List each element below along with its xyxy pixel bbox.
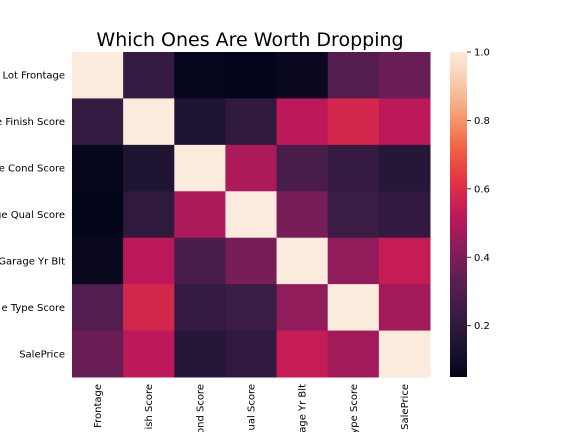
heatmap-cell [174, 98, 226, 146]
heatmap-cell [327, 98, 380, 146]
heatmap-cell [378, 237, 431, 285]
row-tick-label: Garage Yr Blt [0, 256, 65, 267]
heatmap-cell [225, 237, 278, 285]
heatmap-cell [276, 191, 329, 239]
heatmap-cells [72, 52, 431, 378]
heatmap-cell [225, 98, 278, 146]
heatmap-cell [72, 237, 124, 285]
heatmap-cell [276, 144, 329, 192]
heatmap-cell [378, 52, 431, 99]
heatmap-cell [378, 98, 431, 146]
heatmap-cell [174, 191, 226, 239]
heatmap-cell [123, 144, 175, 192]
row-tick-label: e Finish Score [0, 117, 65, 128]
heatmap-cell [225, 284, 278, 332]
heatmap-cell [123, 52, 175, 99]
colorbar-tick-label: 0.6 [474, 184, 490, 195]
heatmap-cell [174, 330, 226, 378]
heatmap-cell [276, 237, 329, 285]
heatmap-cell [174, 144, 226, 192]
heatmap-cell [123, 284, 175, 332]
heatmap-cell [327, 284, 380, 332]
column-tick-label: age Yr Blt [298, 384, 309, 432]
colorbar-tick-label: 0.8 [474, 116, 490, 127]
column-tick-label: ish Score [144, 384, 155, 430]
heatmap-cell [276, 284, 329, 332]
column-tick-label: SalePrice [400, 384, 411, 430]
heatmap-cell [174, 52, 226, 99]
heatmap-cell [276, 330, 329, 378]
heatmap-cell [327, 144, 380, 192]
row-tick-label: Lot Frontage [2, 71, 65, 82]
heatmap-cell [72, 191, 124, 239]
column-labels: Frontage ish Score ond Score ual Score age Y… [93, 384, 411, 432]
heatmap-cell [276, 98, 329, 146]
column-tick-label: ype Score [349, 384, 360, 432]
row-tick-label: ge Qual Score [0, 210, 65, 221]
colorbar-tick-label: 0.2 [474, 321, 490, 332]
heatmap-cell [174, 284, 226, 332]
heatmap-cell [378, 191, 431, 239]
heatmap-cell [123, 191, 175, 239]
row-tick-label: e Type Score [2, 303, 66, 314]
colorbar-tick-label: 1.0 [474, 48, 490, 59]
chart-title: Which Ones Are Worth Dropping [96, 29, 403, 51]
heatmap-cell [123, 98, 175, 146]
heatmap-cell [276, 52, 329, 99]
heatmap-cell [378, 144, 431, 192]
heatmap-cell [72, 330, 124, 378]
row-tick-label: SalePrice [19, 349, 65, 360]
column-tick-label: ual Score [247, 384, 258, 430]
heatmap-cell [225, 330, 278, 378]
heatmap-cell [327, 191, 380, 239]
heatmap-cell [327, 237, 380, 285]
heatmap-cell [378, 330, 431, 378]
heatmap-cell [327, 330, 380, 378]
heatmap-cell [225, 191, 278, 239]
heatmap-cell [174, 237, 226, 285]
row-labels: Lot Frontage e Finish Score e Cond Score ge… [0, 71, 65, 361]
column-tick-label: Frontage [93, 384, 104, 428]
heatmap-cell [72, 98, 124, 146]
heatmap-cell [123, 237, 175, 285]
heatmap-cell [72, 52, 124, 99]
heatmap-cell [225, 52, 278, 99]
colorbar-tick-label: 0.4 [474, 253, 490, 264]
colorbar-gradient [450, 52, 467, 377]
heatmap-cell [72, 144, 124, 192]
row-tick-label: e Cond Score [0, 164, 65, 175]
heatmap-cell [378, 284, 431, 332]
heatmap-cell [225, 144, 278, 192]
column-tick-label: ond Score [195, 384, 206, 432]
heatmap-cell [72, 284, 124, 332]
heatmap-cell [327, 52, 380, 99]
heatmap-cell [123, 330, 175, 378]
colorbar: 0.2 0.4 0.6 0.8 1.0 [450, 48, 490, 377]
